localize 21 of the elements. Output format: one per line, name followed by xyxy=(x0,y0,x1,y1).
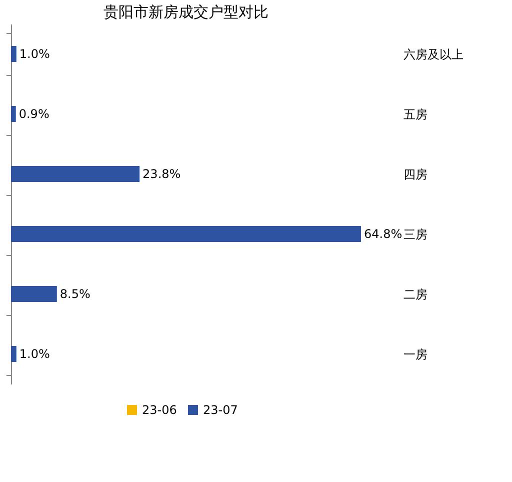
data-label: 1.0% xyxy=(19,347,50,361)
bar xyxy=(11,226,361,242)
data-label: 1.0% xyxy=(19,47,50,61)
data-label: 64.8% xyxy=(364,227,402,241)
legend-label: 23-07 xyxy=(203,403,238,417)
y-tick-label: 四房 xyxy=(404,168,428,182)
data-label: 23.8% xyxy=(142,167,181,181)
y-tick-label: 二房 xyxy=(404,288,428,302)
chart-title: 贵阳市新房成交户型对比 xyxy=(104,3,268,21)
legend-label: 23-06 xyxy=(142,403,177,417)
bar xyxy=(11,286,57,302)
y-tick-label: 六房及以上 xyxy=(404,48,464,62)
bar xyxy=(11,46,16,62)
y-tick-label: 一房 xyxy=(404,348,428,362)
bar xyxy=(11,106,16,122)
data-label: 0.9% xyxy=(18,107,50,121)
bar xyxy=(11,346,16,362)
y-tick-label: 五房 xyxy=(404,108,428,122)
y-tick-label: 三房 xyxy=(404,228,428,242)
data-label: 8.5% xyxy=(60,287,90,301)
bar xyxy=(11,166,140,182)
